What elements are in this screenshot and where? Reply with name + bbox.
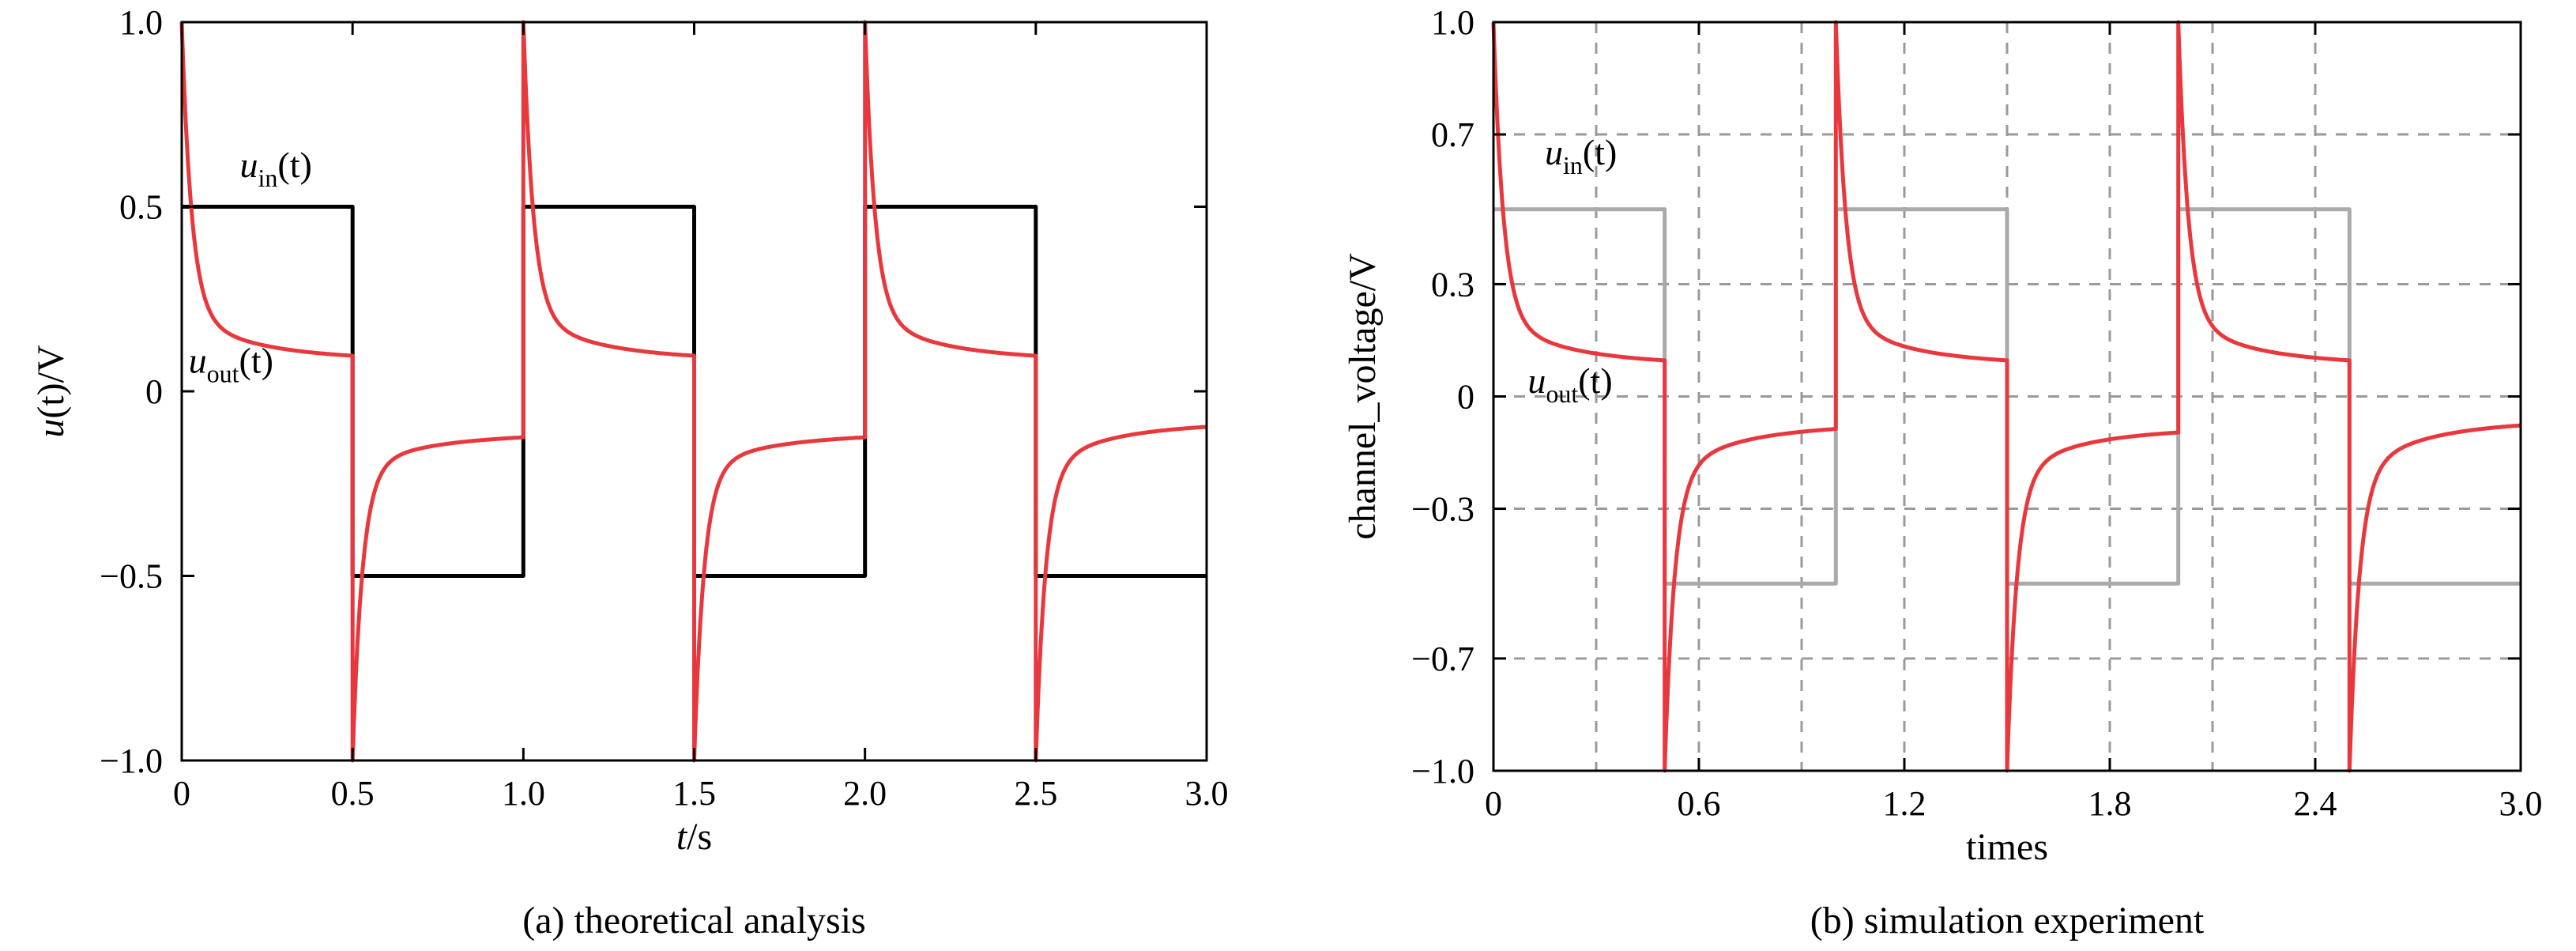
x-tick-label: 0 [173,774,190,813]
x-tick-label: 1.2 [1883,784,1926,823]
series-layer [1491,20,2521,773]
series-line-u-out [1491,20,2521,773]
annotations: uin(t) uout(t) [189,145,312,388]
panel-a: 0 0.5 1.0 1.5 2.0 2.5 3.0 −1.0 −0.5 0 0.5 1.0 uin(t… [30,3,1229,942]
y-tick-label: 0.3 [1431,265,1474,304]
y-tick-label: 1.0 [119,3,163,42]
y-axis-label-suffix: /V [30,345,72,383]
annotations: uin(t) uout(t) [1527,132,1617,408]
y-tick-label: −0.5 [100,557,163,596]
x-tick-label: 1.5 [672,774,716,813]
y-tick-label: −1.0 [1411,752,1474,791]
x-tick-label: 1.8 [2088,784,2132,823]
y-tick-label: 1.0 [1431,3,1474,42]
x-axis-label-main: times [1966,826,2048,868]
caption: (b) simulation experiment [1810,900,2205,942]
x-axis-label-suffix: /s [687,816,712,858]
x-tick-label: 0 [1485,784,1502,823]
x-axis-label-main: t [676,816,688,858]
y-tick-label: 0 [1457,378,1474,417]
x-tick-label: 2.4 [2294,784,2337,823]
series-annotation: uin(t) [239,145,311,192]
series-annotation: uout(t) [1527,360,1612,408]
x-tick-label: 2.5 [1014,774,1057,813]
y-tick-label: −0.3 [1411,490,1474,529]
series-line-u-out [179,20,1207,763]
ticks: 0 0.5 1.0 1.5 2.0 2.5 3.0 −1.0 −0.5 0 0.5 1.0 [100,3,1228,813]
series-layer [179,20,1207,763]
x-axis-label: times [1966,826,2048,868]
y-tick-label: −1.0 [100,742,163,780]
x-tick-label: 2.0 [843,774,887,813]
y-tick-label: 0 [145,372,163,411]
panel-b: 0 0.6 1.2 1.8 2.4 3.0 −1.0 −0.7 −0.3 0 0.3 0.7 1.0 u… [1342,3,2543,942]
x-tick-label: 3.0 [2499,784,2543,823]
y-tick-label: 0.5 [119,188,163,227]
x-tick-label: 1.0 [502,774,545,813]
series-annotation: uout(t) [189,341,273,388]
series-annotation: uin(t) [1545,132,1617,179]
caption: (a) theoretical analysis [522,900,865,942]
y-axis-label-main: u [30,419,72,438]
y-tick-label: 0.7 [1431,115,1474,154]
x-tick-label: 0.6 [1678,784,1721,823]
y-axis-label-main: channel_voltage/V [1342,253,1384,540]
x-axis-label: t/s [676,816,712,858]
y-axis-label: u(t)/V [30,345,72,438]
x-tick-label: 3.0 [1185,774,1229,813]
ticks: 0 0.6 1.2 1.8 2.4 3.0 −1.0 −0.7 −0.3 0 0.3 0.7 1.0 [1411,3,2542,823]
y-axis-label-arg: (t) [30,383,72,418]
x-tick-label: 0.5 [331,774,375,813]
y-tick-label: −0.7 [1411,640,1474,678]
y-axis-label: channel_voltage/V [1342,253,1384,540]
